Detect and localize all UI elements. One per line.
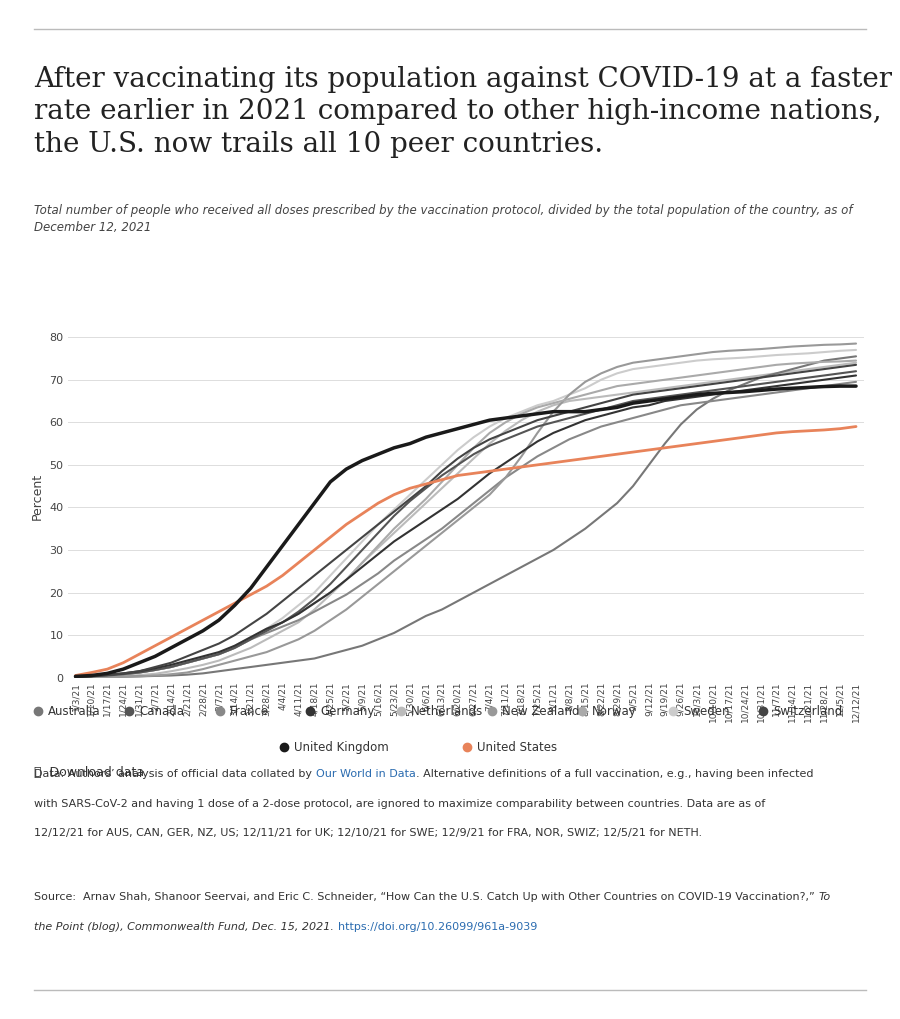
- Text: Switzerland: Switzerland: [773, 705, 842, 718]
- Text: . Alternative definitions of a full vaccination, e.g., having been infected: . Alternative definitions of a full vacc…: [416, 769, 813, 780]
- Text: To: To: [818, 893, 831, 903]
- Text: New Zealand: New Zealand: [501, 705, 579, 718]
- Text: Total number of people who received all doses prescribed by the vaccination prot: Total number of people who received all …: [34, 204, 852, 233]
- Text: After vaccinating its population against COVID-19 at a faster
rate earlier in 20: After vaccinating its population against…: [34, 66, 892, 158]
- Text: Norway: Norway: [592, 705, 637, 718]
- Text: Data: Authors’ analysis of official data collated by: Data: Authors’ analysis of official data…: [34, 769, 316, 780]
- Y-axis label: Percent: Percent: [31, 473, 44, 521]
- Text: Germany: Germany: [320, 705, 374, 718]
- Text: 12/12/21 for AUS, CAN, GER, NZ, US; 12/11/21 for UK; 12/10/21 for SWE; 12/9/21 f: 12/12/21 for AUS, CAN, GER, NZ, US; 12/1…: [34, 827, 702, 838]
- Text: ⤓  Download data: ⤓ Download data: [34, 766, 144, 780]
- Text: Canada: Canada: [139, 705, 184, 718]
- Text: United States: United States: [477, 741, 557, 754]
- Text: France: France: [230, 705, 269, 718]
- Text: the Point (blog), Commonwealth Fund, Dec. 15, 2021.: the Point (blog), Commonwealth Fund, Dec…: [34, 922, 338, 931]
- Text: https://doi.org/10.26099/961a-9039: https://doi.org/10.26099/961a-9039: [338, 922, 537, 931]
- Text: Netherlands: Netherlands: [411, 705, 483, 718]
- Text: Sweden: Sweden: [683, 705, 729, 718]
- Text: Australia: Australia: [49, 705, 101, 718]
- Text: Source:  Arnav Shah, Shanoor Seervai, and Eric C. Schneider, “How Can the U.S. C: Source: Arnav Shah, Shanoor Seervai, and…: [34, 893, 818, 903]
- Text: Our World in Data: Our World in Data: [316, 769, 416, 780]
- Text: with SARS-CoV-2 and having 1 dose of a 2-dose protocol, are ignored to maximize : with SARS-CoV-2 and having 1 dose of a 2…: [34, 799, 765, 809]
- Text: United Kingdom: United Kingdom: [293, 741, 389, 754]
